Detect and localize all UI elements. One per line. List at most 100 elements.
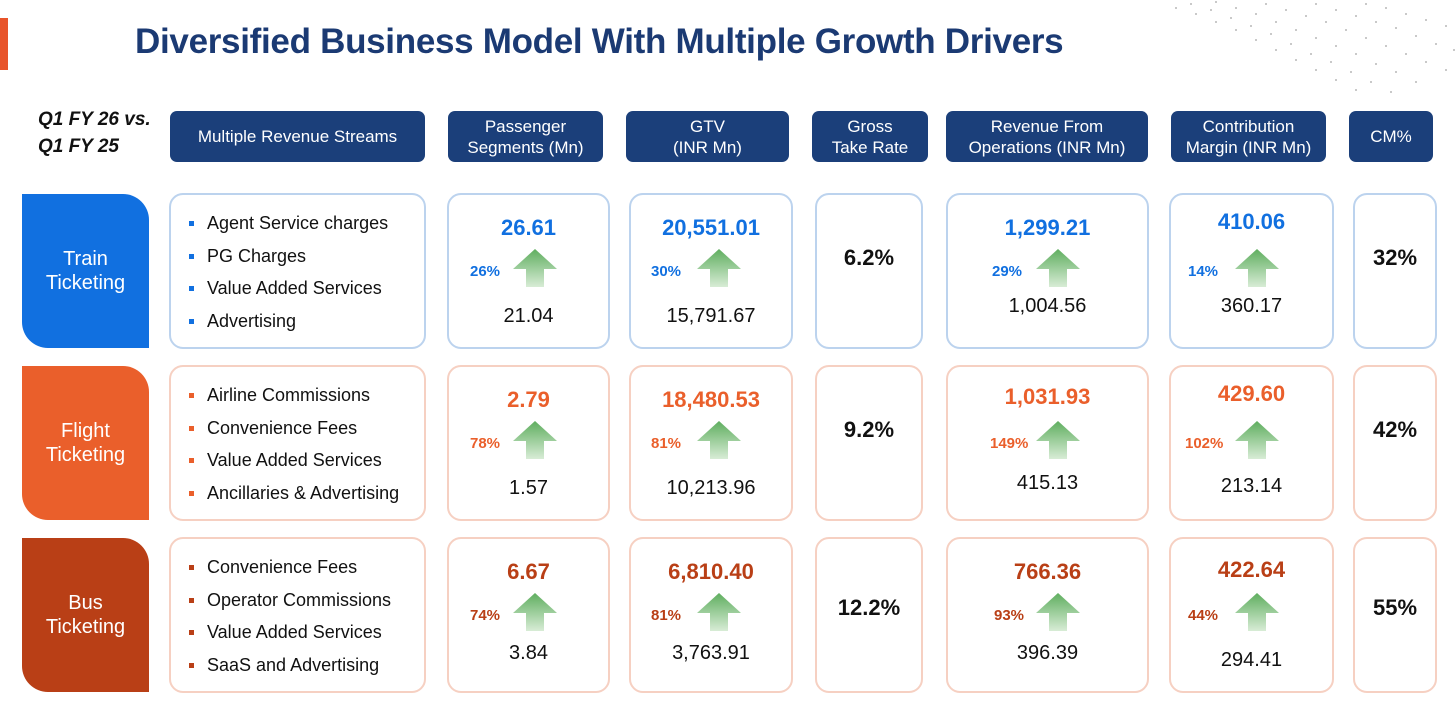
list-item: Value Added Services [189, 272, 424, 305]
header-label: Passenger Segments (Mn) [467, 116, 584, 157]
bullet-icon [189, 662, 194, 668]
previous-value: 213.14 [1220, 475, 1283, 497]
take-rate-value: 12.2% [837, 595, 901, 620]
contribution-margin-card: 429.60 102% 213.14 [1169, 365, 1334, 521]
category-train: Train Ticketing [22, 194, 149, 348]
header-passenger-segments: Passenger Segments (Mn) [448, 111, 603, 162]
header-label: Gross Take Rate [831, 116, 909, 157]
cm-percent-value: 42% [1372, 417, 1418, 442]
green-up-arrow-icon [697, 249, 741, 287]
cm-percent-card: 32% [1353, 193, 1437, 349]
current-value: 26.61 [500, 215, 557, 240]
gtv-card: 6,810.40 81% 3,763.91 [629, 537, 793, 693]
current-value: 20,551.01 [662, 215, 760, 240]
category-flight: Flight Ticketing [22, 366, 149, 520]
revenue-from-operations-card: 1,299.21 29% 1,004.56 [946, 193, 1149, 349]
revenue-streams-list: Convenience Fees Operator Commissions Valu… [171, 539, 424, 681]
bullet-icon [189, 253, 194, 259]
revenue-streams-card: Agent Service charges PG Charges Value Add… [169, 193, 426, 349]
current-value: 6,810.40 [668, 559, 754, 584]
green-up-arrow-icon [513, 593, 557, 631]
previous-value: 360.17 [1220, 295, 1283, 317]
passenger-segments-card: 6.67 74% 3.84 [447, 537, 610, 693]
header-label: Multiple Revenue Streams [197, 127, 398, 146]
green-up-arrow-icon [513, 249, 557, 287]
growth-percent: 81% [651, 435, 682, 452]
bullet-icon [189, 458, 194, 463]
take-rate-card: 6.2% [815, 193, 923, 349]
growth-percent: 30% [651, 263, 682, 280]
growth-percent: 81% [651, 607, 682, 624]
header-revenue-streams: Multiple Revenue Streams [170, 111, 425, 162]
category-bus: Bus Ticketing [22, 538, 149, 692]
header-gtv: GTV (INR Mn) [626, 111, 789, 162]
growth-percent: 44% [1188, 607, 1219, 624]
header-label: CM% [1370, 127, 1412, 146]
list-item: Ancillaries & Advertising [189, 477, 424, 510]
green-up-arrow-icon [1036, 249, 1080, 287]
passenger-segments-card: 26.61 26% 21.04 [447, 193, 610, 349]
current-value: 18,480.53 [662, 387, 760, 412]
gtv-card: 18,480.53 81% 10,213.96 [629, 365, 793, 521]
period-label: Q1 FY 26 vs. Q1 FY 25 [38, 109, 151, 157]
contribution-margin-card: 422.64 44% 294.41 [1169, 537, 1334, 693]
current-value: 1,299.21 [1004, 215, 1091, 240]
cm-percent-value: 55% [1372, 595, 1418, 620]
gtv-card: 20,551.01 30% 15,791.67 [629, 193, 793, 349]
bullet-icon [189, 490, 194, 496]
list-item: Advertising [189, 305, 424, 338]
green-up-arrow-icon [1235, 249, 1279, 287]
current-value: 429.60 [1217, 381, 1286, 406]
cm-percent-card: 42% [1353, 365, 1437, 521]
bullet-icon [189, 318, 194, 324]
bullet-icon [189, 597, 194, 603]
take-rate-value: 9.2% [843, 417, 895, 442]
growth-percent: 78% [470, 435, 501, 452]
revenue-streams-card: Convenience Fees Operator Commissions Valu… [169, 537, 426, 693]
list-item: PG Charges [189, 240, 424, 273]
category-label: Bus Ticketing [45, 592, 126, 638]
bullet-icon [189, 565, 194, 570]
bullet-icon [189, 630, 194, 635]
current-value: 422.64 [1217, 557, 1286, 582]
previous-value: 396.39 [1016, 642, 1079, 664]
list-item: Airline Commissions [189, 379, 424, 412]
take-rate-card: 12.2% [815, 537, 923, 693]
green-up-arrow-icon [697, 593, 741, 631]
green-up-arrow-icon [513, 421, 557, 459]
header-cm-percent: CM% [1349, 111, 1433, 162]
green-up-arrow-icon [1036, 421, 1080, 459]
revenue-streams-list: Agent Service charges PG Charges Value Add… [171, 195, 424, 337]
bullet-icon [189, 286, 194, 291]
dotted-wave-decoration [1175, 1, 1455, 93]
previous-value: 415.13 [1016, 472, 1079, 494]
cm-percent-card: 55% [1353, 537, 1437, 693]
revenue-from-operations-card: 766.36 93% 396.39 [946, 537, 1149, 693]
current-value: 766.36 [1013, 559, 1082, 584]
previous-value: 3.84 [509, 642, 548, 664]
green-up-arrow-icon [1036, 593, 1080, 631]
bullet-icon [189, 425, 194, 431]
list-item: Value Added Services [189, 616, 424, 649]
revenue-streams-card: Airline Commissions Convenience Fees Value… [169, 365, 426, 521]
green-up-arrow-icon [1235, 593, 1279, 631]
take-rate-card: 9.2% [815, 365, 923, 521]
list-item: Operator Commissions [189, 584, 424, 617]
growth-percent: 29% [992, 263, 1023, 280]
passenger-segments-card: 2.79 78% 1.57 [447, 365, 610, 521]
growth-percent: 74% [470, 607, 501, 624]
list-item: SaaS and Advertising [189, 649, 424, 682]
header-take-rate: Gross Take Rate [812, 111, 928, 162]
previous-value: 21.04 [503, 305, 554, 327]
header-revenue-from-operations: Revenue From Operations (INR Mn) [946, 111, 1148, 162]
growth-percent: 26% [470, 263, 501, 280]
revenue-from-operations-card: 1,031.93 149% 415.13 [946, 365, 1149, 521]
take-rate-value: 6.2% [843, 245, 895, 270]
header-label: Contribution Margin (INR Mn) [1185, 116, 1312, 157]
list-item: Convenience Fees [189, 412, 424, 445]
previous-value: 3,763.91 [672, 642, 750, 664]
current-value: 2.79 [507, 387, 550, 412]
page-title: Diversified Business Model With Multiple… [135, 22, 1064, 61]
cm-percent-value: 32% [1372, 245, 1418, 270]
accent-bar [0, 18, 8, 70]
